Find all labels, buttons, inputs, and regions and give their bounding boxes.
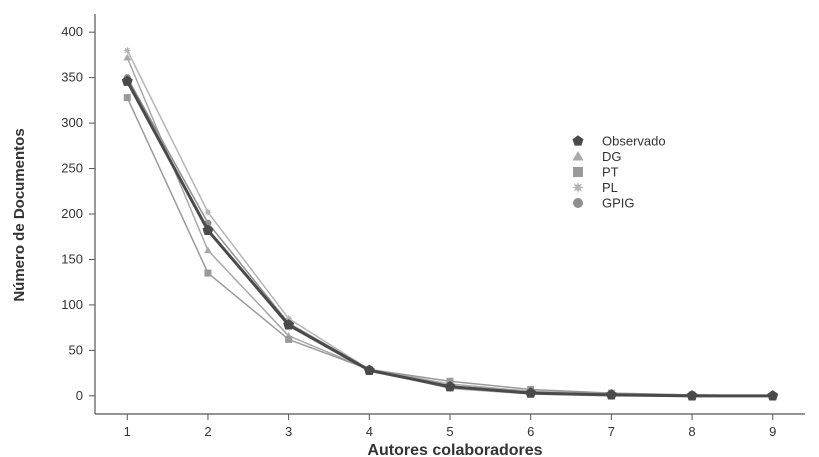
y-tick-label: 400 bbox=[61, 24, 83, 39]
series-pl bbox=[123, 46, 777, 400]
data-point-observado bbox=[363, 364, 375, 376]
legend-label-dg: DG bbox=[602, 149, 622, 164]
legend-label-pt: PT bbox=[602, 165, 619, 180]
x-tick-label: 3 bbox=[285, 424, 292, 439]
x-axis-title: Autores colaboradores bbox=[367, 442, 542, 457]
data-point-dg bbox=[204, 246, 212, 254]
legend-marker-observado bbox=[572, 135, 584, 146]
y-tick-label: 200 bbox=[61, 206, 83, 221]
legend-label-gpig: GPIG bbox=[602, 196, 635, 211]
legend-marker-pt bbox=[573, 167, 583, 177]
legend-label-pl: PL bbox=[602, 180, 618, 195]
series-line-pt bbox=[126, 97, 773, 397]
data-point-observado bbox=[525, 387, 537, 398]
legend-label-observado: Observado bbox=[602, 134, 666, 149]
data-point-observado bbox=[283, 319, 295, 330]
legend-marker-dg bbox=[572, 151, 584, 161]
x-tick-label: 6 bbox=[527, 424, 534, 439]
x-tick-label: 4 bbox=[366, 424, 373, 439]
series-line-observado bbox=[125, 80, 773, 398]
data-point-pl bbox=[123, 46, 132, 55]
data-point-observado bbox=[202, 224, 214, 236]
axes: 0 50 100 150 200 250 300 350 400 1 2 3 4 5 6 7 8 9 bbox=[61, 14, 805, 439]
legend-marker-pl bbox=[572, 181, 584, 194]
y-tick-label: 100 bbox=[61, 297, 83, 312]
data-point-pt bbox=[123, 94, 131, 102]
series-layer bbox=[121, 46, 779, 401]
y-tick-label: 250 bbox=[61, 161, 83, 176]
data-point-observado bbox=[605, 389, 617, 400]
series-gpig bbox=[123, 74, 777, 400]
series-line-gpig bbox=[126, 77, 773, 397]
x-tick-label: 7 bbox=[608, 424, 615, 439]
y-tick-label: 350 bbox=[61, 70, 83, 85]
y-tick-label: 0 bbox=[76, 388, 83, 403]
x-tick-label: 9 bbox=[769, 424, 776, 439]
series-observado bbox=[121, 75, 779, 401]
data-point-pt bbox=[285, 335, 293, 343]
x-tick-label: 1 bbox=[124, 424, 131, 439]
legend-item-pl: PL bbox=[572, 180, 618, 195]
data-point-observado bbox=[767, 390, 779, 401]
data-point-pt bbox=[204, 269, 212, 277]
y-tick-label: 150 bbox=[61, 251, 83, 266]
data-point-dg bbox=[123, 53, 132, 61]
legend-item-observado: Observado bbox=[572, 134, 666, 149]
data-point-pl bbox=[203, 208, 212, 217]
legend-item-gpig: GPIG bbox=[573, 196, 635, 211]
legend-item-dg: DG bbox=[572, 149, 622, 164]
y-tick-label: 50 bbox=[69, 342, 83, 357]
y-tick-label: 300 bbox=[61, 115, 83, 130]
legend-marker-gpig bbox=[573, 198, 583, 208]
data-point-observado bbox=[686, 390, 698, 401]
legend-item-pt: PT bbox=[573, 165, 619, 180]
x-tick-label: 2 bbox=[204, 424, 211, 439]
y-axis-title: Número de Documentos bbox=[11, 128, 28, 301]
series-dg bbox=[123, 53, 777, 399]
x-tick-label: 8 bbox=[688, 424, 695, 439]
data-point-observado bbox=[444, 380, 456, 392]
data-point-observado bbox=[121, 75, 133, 86]
x-tick-label: 5 bbox=[446, 424, 453, 439]
series-line-dg bbox=[126, 57, 773, 397]
series-line-pl bbox=[126, 50, 773, 397]
